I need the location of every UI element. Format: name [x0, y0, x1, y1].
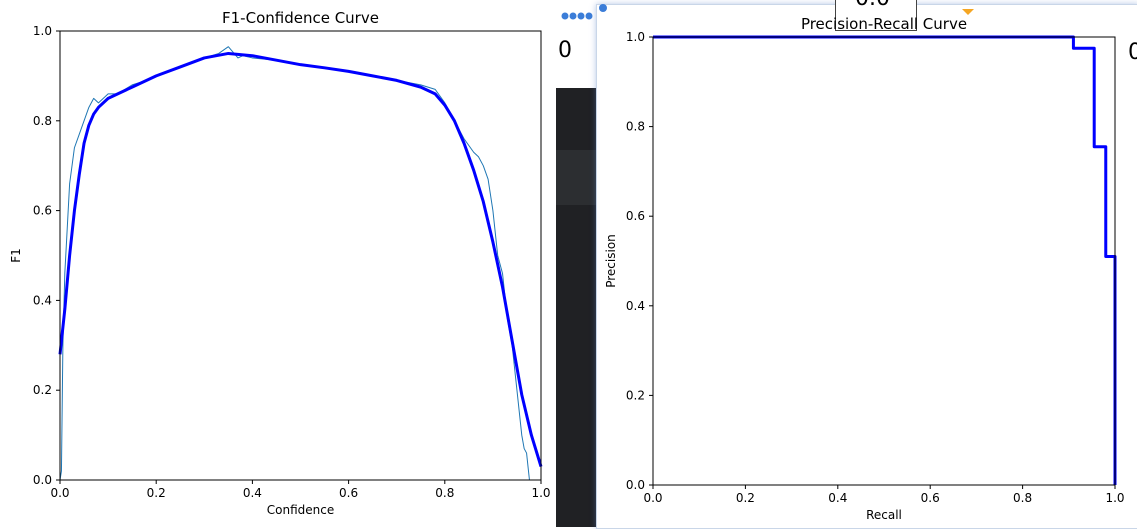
- chart1-frame: [652, 36, 1116, 486]
- f1-confidence-chart: F1-Confidence Curve 0.0 0.2 0.4 0.6 0.8 1.0 0.0…: [9, 9, 551, 517]
- chart1-ytick-label: 0.4: [626, 299, 645, 313]
- chart1-ytick-label: 0.6: [626, 209, 645, 223]
- chart1-xlabel: Recall: [866, 508, 902, 522]
- background-value-mid: 0.0: [855, 0, 890, 11]
- chart0-xtick-label: 0.6: [339, 486, 358, 500]
- chart0-ytick-label: 1.0: [33, 24, 52, 38]
- chart1-ytick-label: 0.8: [626, 120, 645, 134]
- chart0-ytick-label: 0.2: [33, 383, 52, 397]
- chart0-title: F1-Confidence Curve: [222, 9, 379, 27]
- chart0-xtick-label: 0.4: [243, 486, 262, 500]
- chart0-frame: [59, 30, 542, 481]
- chart0-series-0-line: [59, 46, 530, 481]
- chart1-ytick-label: 1.0: [626, 30, 645, 44]
- chart0-series-1-line: [58, 51, 543, 467]
- background-app-mid-band: [556, 150, 596, 205]
- chart0-xtick-label: 0.0: [50, 486, 69, 500]
- chart1-xtick-label: 0.0: [643, 491, 662, 505]
- chart0-xlabel: Confidence: [267, 503, 334, 517]
- chart1-ylabel: Precision: [604, 234, 618, 288]
- dots-icon: [561, 12, 593, 20]
- chart1-title: Precision-Recall Curve: [801, 15, 967, 33]
- marker-icon: [962, 9, 974, 15]
- chart1-xtick-label: 0.4: [828, 491, 847, 505]
- chart0-ytick-label: 0.8: [33, 114, 52, 128]
- window-top-dots: [597, 0, 617, 12]
- background-value-left: 0: [558, 38, 572, 63]
- chart0-ytick-label: 0.0: [33, 473, 52, 487]
- chart0-ytick-label: 0.6: [33, 204, 52, 218]
- chart1-ytick-label: 0.2: [626, 388, 645, 402]
- chart1-series-1-line: [653, 35, 1117, 485]
- chart1-xtick-label: 1.0: [1105, 491, 1124, 505]
- background-box: [835, 0, 917, 31]
- chart1-series-0-line: [653, 36, 1116, 485]
- precision-recall-window: [596, 4, 1137, 529]
- chart0-xtick-label: 1.0: [531, 486, 550, 500]
- chart0-xtick-label: 0.2: [147, 486, 166, 500]
- drag-handle-icon: [599, 4, 607, 12]
- chart0-ytick-label: 0.4: [33, 293, 52, 307]
- chart1-xtick-label: 0.8: [1013, 491, 1032, 505]
- precision-recall-chart: Precision-Recall Curve 0.0 0.2 0.4 0.6 0.8 1.0…: [604, 15, 1125, 522]
- chart1-ytick-label: 0.0: [626, 478, 645, 492]
- background-value-right: 0: [1128, 40, 1137, 65]
- chart0-xtick-label: 0.8: [435, 486, 454, 500]
- chart0-ylabel: F1: [9, 248, 23, 263]
- chart1-xtick-label: 0.2: [736, 491, 755, 505]
- chart1-xtick-label: 0.6: [921, 491, 940, 505]
- background-orange-marker: [962, 0, 974, 15]
- background-app-scroll-dots: [560, 6, 600, 20]
